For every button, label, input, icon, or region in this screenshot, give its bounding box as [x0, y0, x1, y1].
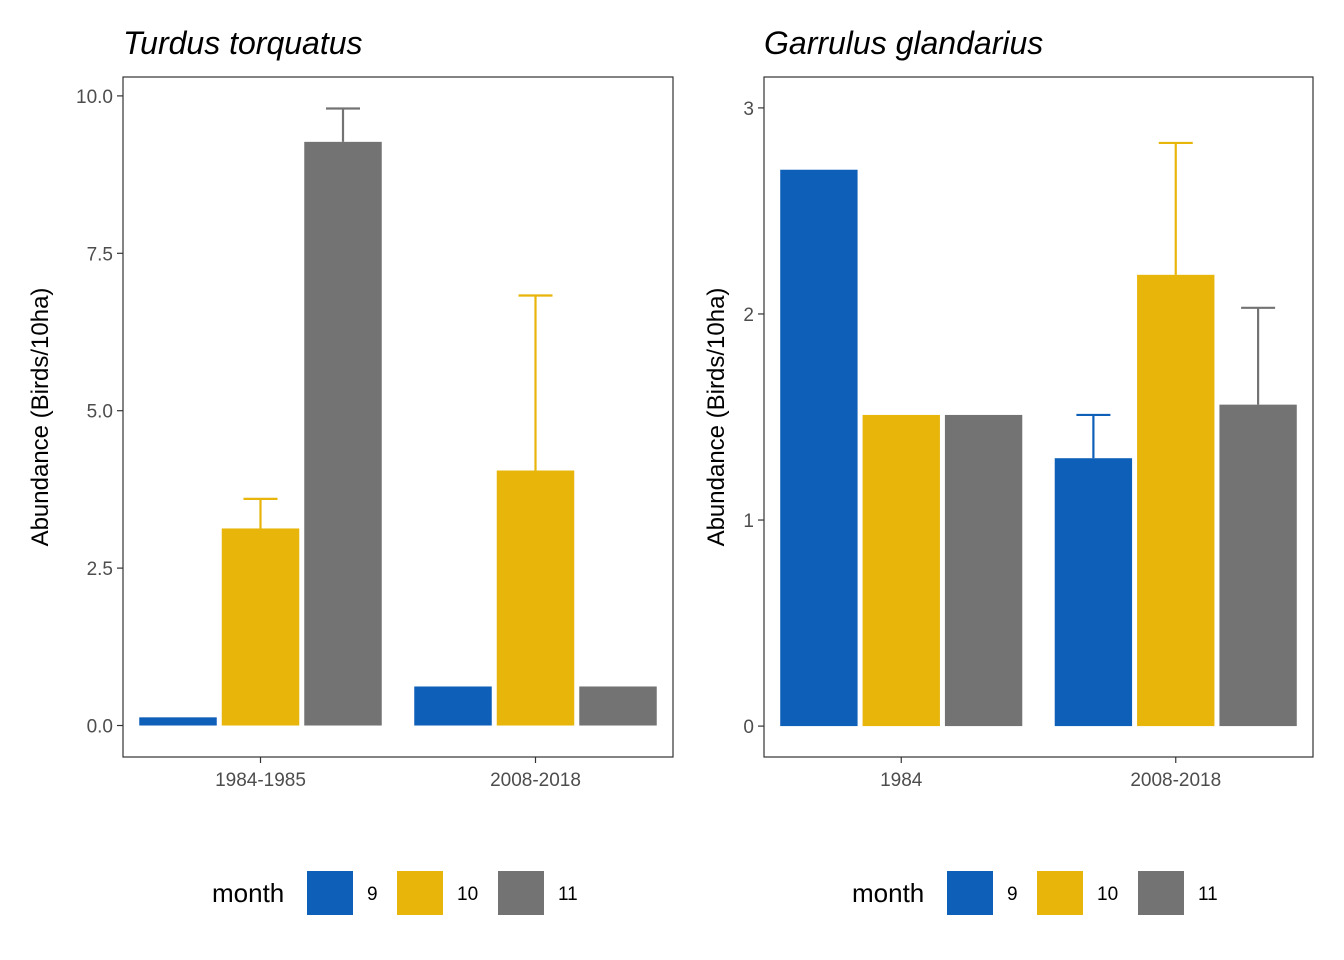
legend-label: 9 [1007, 884, 1018, 905]
legend-key-9 [307, 871, 353, 915]
y-tick-label: 0 [743, 717, 754, 738]
y-tick-label: 0.0 [87, 717, 113, 738]
y-tick-label: 2 [743, 305, 754, 326]
bar-2008-2018-month-10 [1137, 274, 1215, 727]
y-tick-label: 2.5 [87, 559, 113, 580]
y-tick-label: 7.5 [87, 244, 113, 265]
bar-2008-2018-month-11 [1219, 404, 1297, 727]
x-tick-label: 2008-2018 [490, 770, 581, 791]
plot-border [122, 76, 674, 758]
chart-title: Turdus torquatus [123, 25, 363, 61]
y-axis-label: Abundance (Birds/10ha) [703, 288, 730, 547]
bar-1984-1985-month-11 [304, 141, 382, 726]
legend-key-11 [498, 871, 544, 915]
x-tick-label: 2008-2018 [1130, 770, 1221, 791]
bar-1984-1985-month-10 [221, 528, 300, 726]
bar-1984-month-10 [862, 414, 940, 727]
y-tick-label: 5.0 [87, 402, 113, 423]
chart-panel-1: Garrulus glandarius 0 1 2 3 Abundance (Birds/… [703, 25, 1314, 915]
y-tick-label: 10.0 [76, 87, 113, 108]
chart-title: Garrulus glandarius [764, 25, 1043, 61]
legend-label: 11 [1198, 884, 1218, 905]
y-axis-label: Abundance (Birds/10ha) [27, 288, 54, 547]
bar-2008-2018-month-9 [414, 686, 492, 726]
bar-1984-month-11 [944, 414, 1023, 727]
legend-label: 10 [457, 884, 478, 905]
legend-key-9 [947, 871, 993, 915]
x-tick-label: 1984 [880, 770, 923, 791]
legend-key-11 [1138, 871, 1184, 915]
bar-2008-2018-month-11 [579, 686, 657, 726]
legend-title: month [852, 878, 924, 908]
bar-1984-1985-month-9 [139, 717, 217, 726]
legend-label: 11 [558, 884, 578, 905]
legend-label: 10 [1097, 884, 1118, 905]
legend-label: 9 [367, 884, 378, 905]
legend-key-10 [397, 871, 443, 915]
bar-2008-2018-month-9 [1054, 458, 1133, 727]
plot-border [763, 76, 1314, 758]
chart-panel-0: Turdus torquatus 0.0 2.5 5.0 7.5 10.0 Abundanc… [27, 25, 674, 915]
y-tick-label: 3 [743, 99, 754, 120]
x-tick-label: 1984-1985 [215, 770, 306, 791]
bar-2008-2018-month-10 [496, 470, 575, 726]
legend-key-10 [1037, 871, 1083, 915]
y-tick-label: 1 [743, 511, 754, 532]
bar-1984-month-9 [780, 169, 858, 727]
legend-title: month [212, 878, 284, 908]
